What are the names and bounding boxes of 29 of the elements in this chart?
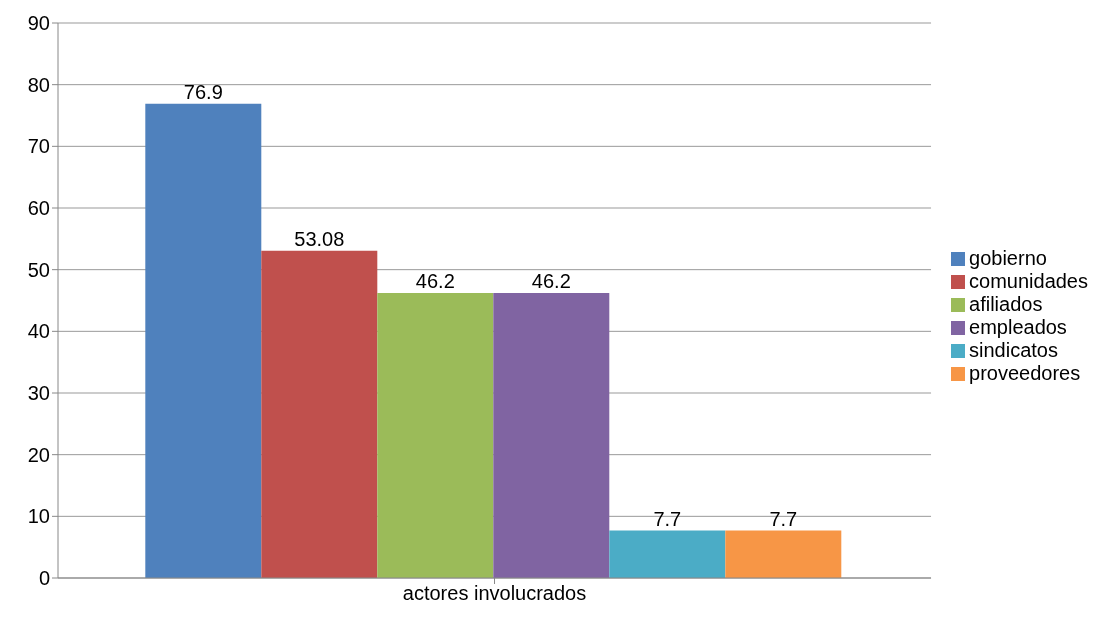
legend-label: sindicatos (969, 338, 1058, 361)
y-tick-label: 70 (27, 135, 50, 158)
data-label: 7.7 (653, 507, 682, 530)
data-label: 46.2 (415, 270, 455, 293)
data-label: 53.08 (294, 227, 345, 250)
legend-label: comunidades (969, 269, 1088, 292)
bar (609, 530, 726, 578)
y-tick-label: 40 (27, 320, 50, 343)
y-tick-label: 10 (27, 505, 50, 528)
data-label: 7.7 (769, 507, 798, 530)
y-tick-label: 50 (27, 258, 50, 281)
bar (145, 103, 262, 578)
bar (377, 293, 494, 578)
legend-label: afiliados (969, 292, 1043, 315)
y-tick-label: 0 (38, 567, 50, 590)
bar (493, 293, 610, 578)
y-tick-label: 20 (27, 443, 50, 466)
data-label: 46.2 (531, 270, 571, 293)
bar (261, 250, 378, 578)
x-tick-label: actores involucrados (402, 582, 587, 605)
y-tick-label: 60 (27, 197, 50, 220)
data-label: 76.9 (183, 80, 223, 103)
legend-label: proveedores (969, 361, 1081, 384)
y-tick-label: 90 (27, 12, 50, 35)
y-tick-label: 30 (27, 382, 50, 405)
legend-label: empleados (969, 315, 1067, 338)
bar (725, 530, 842, 578)
legend-label: gobierno (969, 246, 1047, 269)
y-tick-label: 80 (27, 73, 50, 96)
